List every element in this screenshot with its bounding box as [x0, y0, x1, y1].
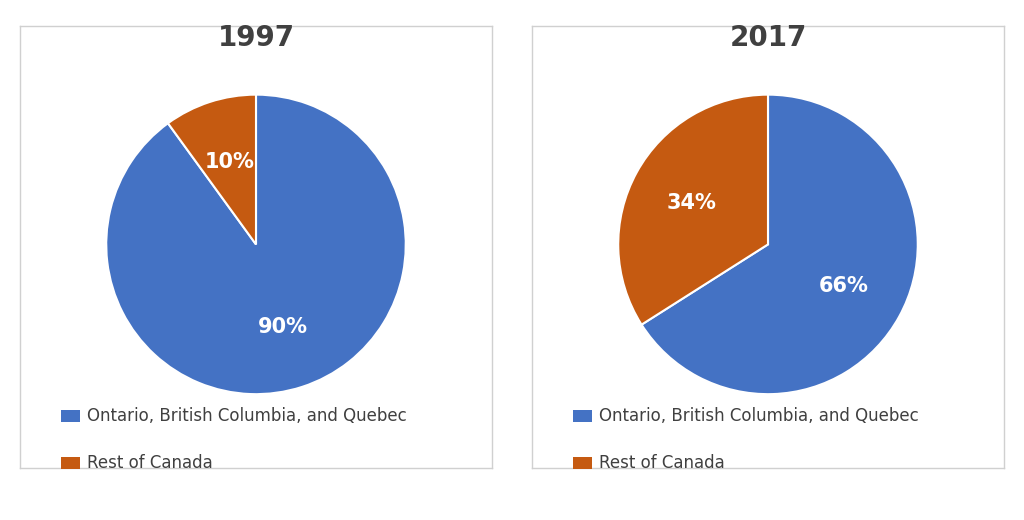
Text: 66%: 66% [819, 276, 869, 296]
Text: Ontario, British Columbia, and Quebec: Ontario, British Columbia, and Quebec [87, 407, 407, 425]
Text: 90%: 90% [258, 317, 308, 337]
Text: 10%: 10% [204, 152, 254, 172]
Wedge shape [618, 95, 768, 324]
Wedge shape [168, 95, 256, 244]
Wedge shape [106, 95, 406, 394]
Title: 1997: 1997 [217, 24, 295, 52]
Title: 2017: 2017 [729, 24, 807, 52]
Text: Rest of Canada: Rest of Canada [599, 454, 725, 472]
Wedge shape [642, 95, 918, 394]
Text: Ontario, British Columbia, and Quebec: Ontario, British Columbia, and Quebec [599, 407, 919, 425]
Text: Rest of Canada: Rest of Canada [87, 454, 213, 472]
Text: 34%: 34% [667, 192, 717, 213]
